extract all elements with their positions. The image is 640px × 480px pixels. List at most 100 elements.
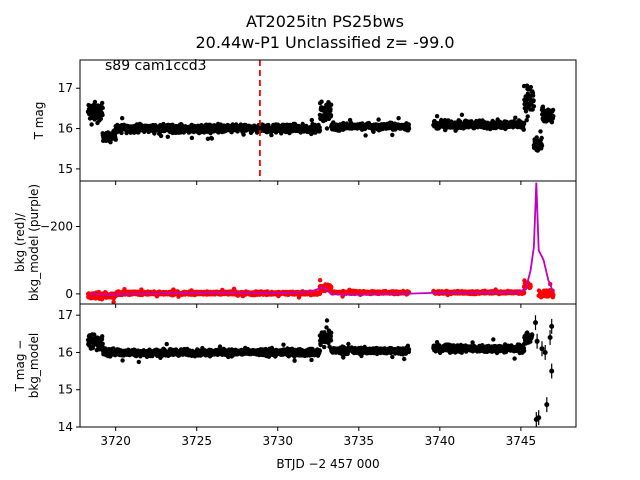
data-point-top-6-12 xyxy=(524,83,530,88)
data-point-middle-4-391 xyxy=(521,290,527,295)
data-point-top-2-398 xyxy=(205,136,211,141)
y-tick-label-top-2: 17 xyxy=(58,81,73,95)
data-point-bottom-3-18 xyxy=(322,344,327,350)
data-point-top-2-415 xyxy=(209,136,215,141)
data-point-top-2-25 xyxy=(119,130,124,136)
data-point-bottom-4-71 xyxy=(345,351,350,356)
data-point-top-2-28 xyxy=(120,116,125,121)
y-tick-label-top-0: 15 xyxy=(58,162,73,176)
data-point-top-5-123 xyxy=(459,112,465,118)
data-point-top-0-15 xyxy=(89,122,94,127)
chart-title-line2: 20.44w-P1 Unclassified z= -99.0 xyxy=(195,33,454,52)
data-point-top-2-329 xyxy=(189,135,195,141)
panel-points-bottom xyxy=(85,315,555,427)
data-point-bottom-2-220 xyxy=(164,341,169,347)
data-point-top-6-38 xyxy=(530,93,536,98)
data-point-middle-1-881 xyxy=(317,291,323,296)
chart-title-line1: AT2025itn PS25bws xyxy=(246,12,404,31)
data-point-middle-2-1 xyxy=(317,278,323,283)
panel-points-middle xyxy=(85,182,556,304)
data-point-bottom-0-26 xyxy=(92,332,97,337)
data-point-top-8-48 xyxy=(551,114,556,119)
data-point-top-6-15 xyxy=(525,114,530,119)
panel-top: s89 cam1ccd3 15 16 17 T mag xyxy=(32,58,577,185)
data-point-top-2-552 xyxy=(241,132,246,137)
data-point-bottom-3-46 xyxy=(328,333,333,339)
y-axis-label-line-middle-1: bkg_model (purple) xyxy=(27,184,41,301)
data-point-bottom-2-772 xyxy=(292,358,297,363)
data-point-top-4-204 xyxy=(376,117,381,122)
data-point-top-8-47 xyxy=(550,107,556,113)
data-point-bottom-3-30 xyxy=(324,318,330,323)
data-point-top-4-334 xyxy=(406,122,411,127)
data-point-top-2-881 xyxy=(317,128,323,133)
data-point-top-2-225 xyxy=(165,134,170,139)
data-point-top-0-54 xyxy=(98,116,104,122)
panel-points-top xyxy=(85,83,556,153)
data-point-bottom-0-60 xyxy=(100,334,105,339)
data-point-top-2-846 xyxy=(309,117,314,123)
data-point-top-5-389 xyxy=(521,127,526,132)
data-point-middle-2-48 xyxy=(329,284,334,290)
data-point-top-8-4 xyxy=(540,104,546,109)
data-point-top-2-672 xyxy=(269,132,274,138)
data-point-top-4-290 xyxy=(396,116,401,121)
y-axis-label-top: T mag xyxy=(32,102,46,141)
data-point-top-1-55 xyxy=(113,137,118,142)
data-point-top-6-40 xyxy=(531,98,536,103)
data-point-bottom-2-100 xyxy=(136,359,141,365)
data-point-bottom-4-52 xyxy=(341,355,346,360)
data-point-bottom-2-881 xyxy=(317,348,323,353)
y-axis-label-line-middle-0: bkg (red)/ xyxy=(13,212,27,272)
data-point-top-7-33 xyxy=(539,135,544,141)
data-point-top-3-45 xyxy=(328,107,333,112)
data-point-bottom-2-30 xyxy=(120,358,125,363)
data-point-top-3-48 xyxy=(329,102,334,108)
data-point-bottom-3-48 xyxy=(329,330,334,335)
panel-annotation: s89 cam1ccd3 xyxy=(105,58,207,74)
data-point-middle-5-27 xyxy=(528,284,533,289)
data-point-top-5-391 xyxy=(521,121,527,127)
y-axis-label-middle: bkg (red)/bkg_model (purple) xyxy=(13,184,41,301)
data-point-top-5-353 xyxy=(513,115,518,120)
data-point-top-4-148 xyxy=(363,133,368,138)
data-point-top-6-28 xyxy=(528,84,533,90)
y-axis-label-line-top-0: T mag xyxy=(32,102,46,141)
data-point-top-6-8 xyxy=(523,109,529,114)
data-point-bottom-2-450 xyxy=(217,344,223,349)
data-point-middle-0-109 xyxy=(111,299,116,304)
data-point-top-0-29 xyxy=(92,99,98,105)
data-point-top-7-34 xyxy=(539,143,545,148)
data-point-top-3-7 xyxy=(319,99,324,104)
data-point-top-0-60 xyxy=(100,100,105,106)
y-tick-label-top-1: 16 xyxy=(58,122,73,136)
data-point-bottom-2-724 xyxy=(281,342,286,347)
data-point-top-1-33 xyxy=(108,140,113,145)
bkg-model-line xyxy=(89,182,555,296)
data-point-top-4-335 xyxy=(406,126,412,131)
data-point-top-0-61 xyxy=(100,112,105,118)
data-point-top-7-28 xyxy=(538,129,543,134)
data-point-top-6-11 xyxy=(524,118,529,123)
data-point-bottom-4-74 xyxy=(346,341,351,347)
y-tick-label-middle-0: 0 xyxy=(65,287,73,301)
data-point-top-2-196 xyxy=(158,133,164,139)
data-point-top-0-62 xyxy=(100,105,105,111)
data-point-top-3-47 xyxy=(328,113,334,118)
data-point-top-2-245 xyxy=(170,122,175,128)
data-point-bottom-0-62 xyxy=(100,341,105,346)
data-point-top-4-263 xyxy=(390,132,395,138)
data-point-bottom-3-28 xyxy=(324,325,329,330)
data-point-bottom-2-845 xyxy=(309,357,314,363)
data-point-bottom-3-47 xyxy=(328,338,334,343)
data-point-top-6-41 xyxy=(531,104,537,109)
data-point-top-5-16 xyxy=(434,114,440,119)
data-point-top-4-182 xyxy=(371,129,376,134)
data-point-middle-6-62 xyxy=(551,293,556,298)
y-tick-label-middle-1: −200 xyxy=(40,219,73,233)
data-point-top-3-30 xyxy=(324,126,330,131)
